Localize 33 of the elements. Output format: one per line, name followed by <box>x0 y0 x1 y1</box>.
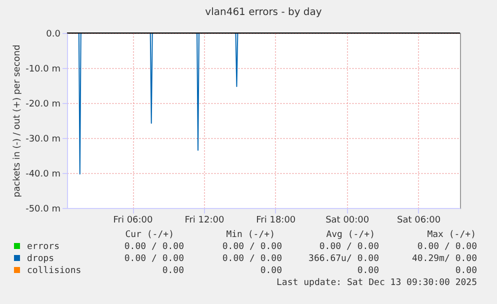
text: 0.00 <box>260 266 282 276</box>
legend-label: errors <box>27 242 60 252</box>
x-tick-label: Fri 12:00 <box>184 216 224 226</box>
text: 0.00 / 0.00 <box>222 254 282 264</box>
text: 0.00 / 0.00 <box>319 242 379 252</box>
x-tick-label: Sat 00:00 <box>326 216 370 226</box>
legend-label: drops <box>27 254 54 264</box>
text: 0.00 <box>357 266 379 276</box>
y-axis-title: packets in (-) / out (+) per second <box>12 44 23 198</box>
x-tick-label: Fri 06:00 <box>113 216 154 226</box>
text: 0.00 <box>162 266 184 276</box>
y-tick-label: -30.0 m <box>26 134 60 144</box>
text: Max (-/+) <box>427 230 476 240</box>
text: 0.00 / 0.00 <box>417 242 477 252</box>
x-tick-label: Fri 18:00 <box>256 216 296 226</box>
text: 0.00 <box>455 266 477 276</box>
x-tick-label: Sat 06:00 <box>397 216 441 226</box>
text: 0.00 / 0.00 <box>222 242 282 252</box>
text: 366.67u/ 0.00 <box>308 254 379 264</box>
y-tick-label: -40.0 m <box>26 170 60 180</box>
chart-title: vlan461 errors - by day <box>205 7 322 18</box>
y-tick-label: 0.0 <box>46 30 61 40</box>
text: Cur (-/+) <box>125 230 174 240</box>
legend-label: collisions <box>27 266 82 276</box>
text: Avg (-/+) <box>326 230 375 240</box>
text: 0.00 / 0.00 <box>124 242 184 252</box>
y-tick-label: -10.0 m <box>26 64 60 74</box>
text: Last update: Sat Dec 13 09:30:00 2025 <box>276 278 477 288</box>
y-tick-label: -50.0 m <box>26 204 60 214</box>
text: 40.29m/ 0.00 <box>412 254 477 264</box>
text: 0.00 / 0.00 <box>124 254 184 264</box>
text: Min (-/+) <box>226 230 275 240</box>
y-tick-label: -20.0 m <box>26 100 60 110</box>
